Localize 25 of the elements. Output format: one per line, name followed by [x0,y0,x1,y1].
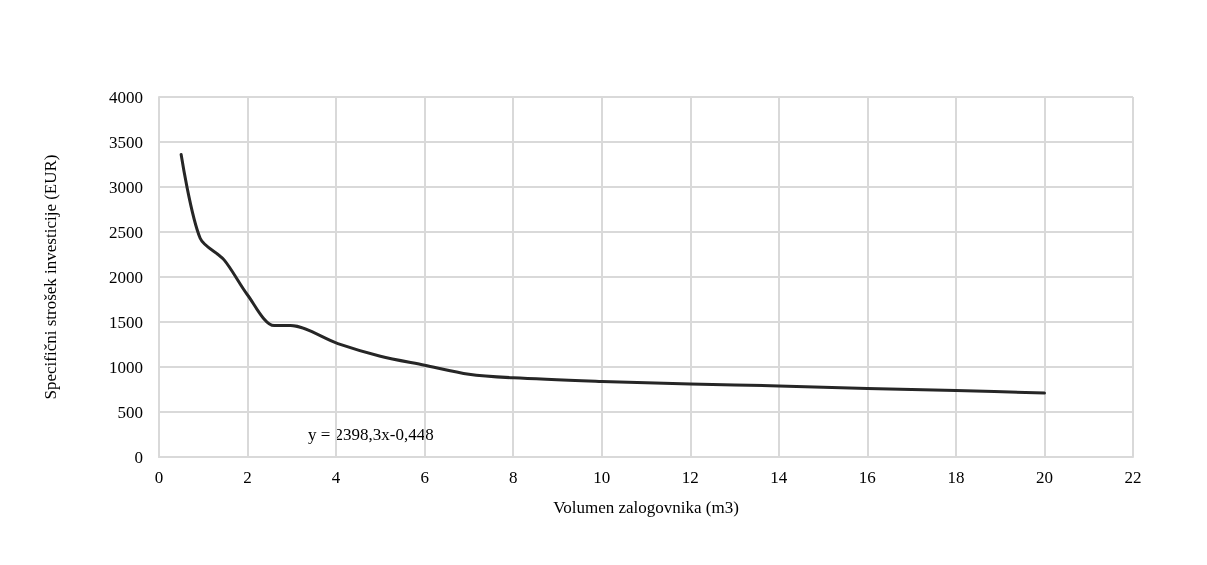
x-tick-label: 16 [858,468,876,487]
x-tick-label: 20 [1035,468,1053,487]
x-tick-label: 4 [331,468,341,487]
y-tick-label: 3000 [109,177,143,197]
x-tick-label: 18 [947,468,965,487]
annotation: y = 2398,3x-0,448 [308,425,434,444]
y-tick-label: 1500 [109,312,143,332]
y-tick-label: 500 [117,402,143,422]
x-tick-label: 12 [681,468,699,487]
x-tick-label: 0 [154,468,164,487]
y-tick-label: 4000 [109,87,143,107]
x-axis-title: Volumen zalogovnika (m3) [553,498,739,517]
x-tick-label: 14 [770,468,788,487]
y-tick-label: 2500 [109,222,143,242]
x-tick-label: 2 [243,468,252,487]
y-tick-label: 1000 [109,357,143,377]
y-tick-label: 3500 [109,132,143,152]
line-series [179,153,1046,395]
y-tick-label: 0 [134,447,143,467]
x-tick-label: 8 [508,468,518,487]
y-axis-title: Specifični strošek investicije (EUR) [41,154,60,400]
x-tick-label: 6 [420,468,429,487]
y-tick-label: 2000 [109,267,143,287]
x-tick-label: 22 [1124,468,1142,487]
x-tick-label: 10 [593,468,611,487]
